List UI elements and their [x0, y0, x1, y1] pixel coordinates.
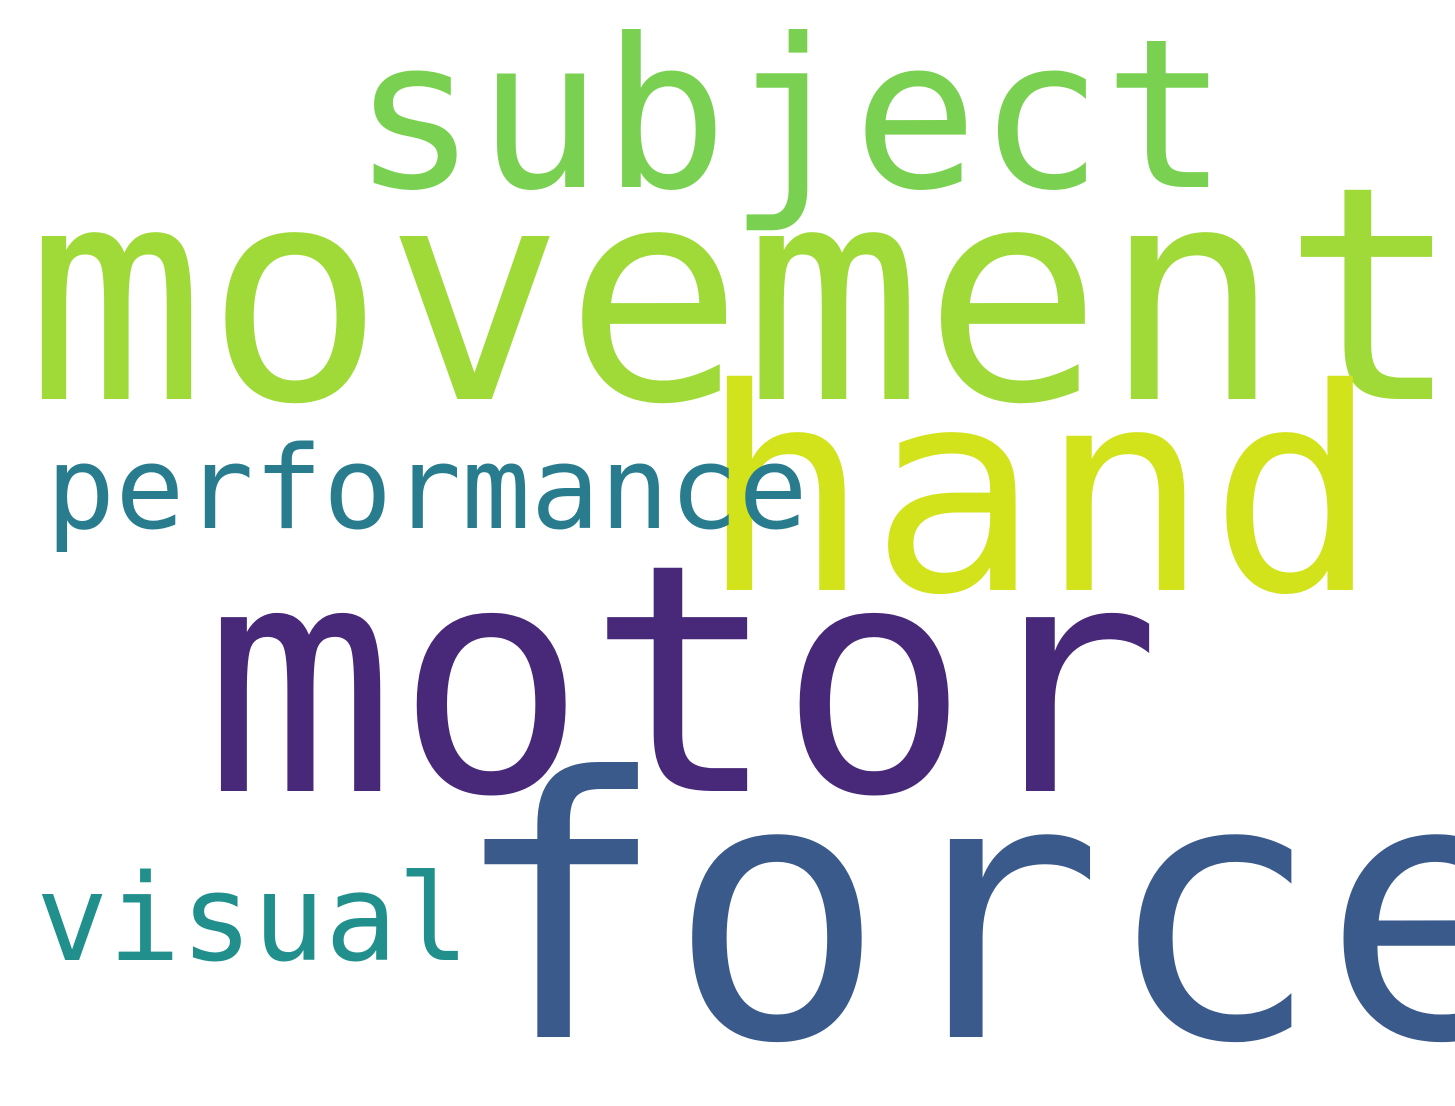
word-performance: performance: [46, 422, 808, 556]
word-movement: movement: [26, 123, 1455, 470]
word-visual: visual: [36, 850, 470, 989]
word-motor: motor: [204, 496, 1162, 866]
word-hand: hand: [700, 328, 1380, 657]
word-subject: subject: [352, 0, 1229, 237]
word-force: force: [450, 702, 1455, 1106]
